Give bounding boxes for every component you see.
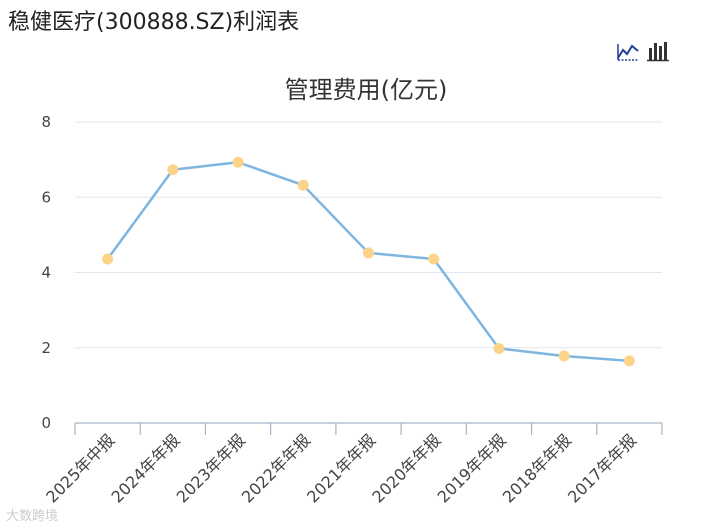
- y-tick-label: 8: [41, 113, 51, 131]
- x-axis: 2025年中报2024年年报2023年年报2022年年报2021年年报2020年…: [42, 422, 663, 507]
- data-point[interactable]: [102, 253, 114, 265]
- data-point[interactable]: [297, 179, 309, 191]
- y-axis: 0 2 4 6 8: [41, 113, 51, 432]
- y-tick-label: 4: [41, 264, 51, 282]
- x-tick-label: 2020年年报: [368, 430, 444, 506]
- grid-lines: [75, 121, 662, 349]
- data-point[interactable]: [167, 164, 179, 176]
- data-point[interactable]: [493, 343, 505, 355]
- x-tick-label: 2023年年报: [173, 430, 249, 506]
- page-title: 稳健医疗(300888.SZ)利润表: [8, 10, 300, 35]
- data-point[interactable]: [232, 156, 244, 168]
- x-tick-label: 2018年年报: [499, 430, 575, 506]
- data-point[interactable]: [623, 355, 635, 367]
- x-tick-label: 2017年年报: [564, 430, 640, 506]
- watermark: 大数跨境: [6, 509, 59, 524]
- x-tick-label: 2022年年报: [238, 430, 314, 506]
- chart-title: 管理费用(亿元): [285, 76, 448, 104]
- y-tick-label: 2: [41, 339, 51, 357]
- line-chart-icon[interactable]: [616, 40, 640, 62]
- x-tick-label: 2024年年报: [107, 430, 183, 506]
- chart-toolbar: [616, 40, 670, 62]
- y-tick-label: 6: [41, 188, 51, 206]
- bar-chart-icon[interactable]: [646, 40, 670, 62]
- data-points: [102, 156, 635, 367]
- x-tick-label: 2025年中报: [42, 430, 118, 506]
- series-line: [106, 161, 630, 363]
- data-point[interactable]: [363, 247, 374, 259]
- y-tick-label: 0: [41, 414, 51, 432]
- series-path: [106, 161, 630, 363]
- x-tick-label: 2021年年报: [303, 430, 379, 506]
- x-tick-label: 2019年年报: [434, 430, 510, 506]
- data-point[interactable]: [428, 253, 440, 265]
- data-point[interactable]: [558, 350, 570, 362]
